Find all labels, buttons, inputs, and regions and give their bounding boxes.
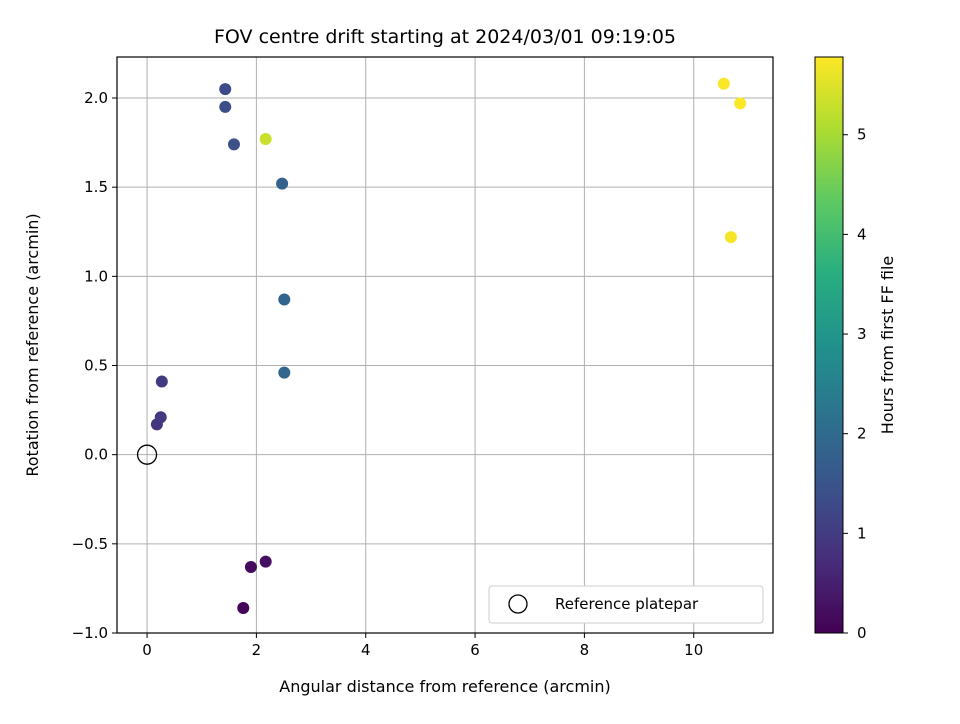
colorbar-label: Hours from first FF file: [878, 256, 897, 435]
data-point: [219, 100, 232, 113]
colorbar-ticks: 0 1 2 3 4 5: [843, 126, 867, 642]
x-tick-label: 2: [252, 641, 262, 659]
y-tick-label: 1.0: [84, 267, 108, 285]
reference-marker: [136, 444, 158, 465]
legend-reference-label: Reference platepar: [555, 595, 699, 613]
colorbar: 0 1 2 3 4 5 Hours from first FF file: [814, 56, 897, 642]
data-point: [259, 133, 272, 146]
y-tick-label: 0.0: [84, 446, 108, 464]
data-point: [259, 555, 272, 568]
colorbar-tick-label: 4: [857, 225, 867, 243]
x-tick-label: 6: [470, 641, 480, 659]
data-point: [278, 293, 291, 306]
y-tick-label: −1.0: [72, 624, 108, 642]
data-point: [237, 602, 250, 615]
colorbar-gradient: [814, 56, 844, 634]
data-point: [154, 411, 167, 424]
legend: Reference platepar: [488, 585, 764, 624]
data-point: [219, 83, 232, 96]
grid-lines: [117, 57, 773, 634]
x-tick-label: 0: [142, 641, 152, 659]
y-tick-label: 2.0: [84, 89, 108, 107]
y-tick-label: 0.5: [84, 357, 108, 375]
data-point: [244, 561, 257, 574]
legend-reference-marker: [508, 594, 528, 614]
data-point: [278, 366, 291, 379]
x-tick-label: 10: [684, 641, 703, 659]
reference-marker-group: [136, 444, 158, 465]
data-point: [734, 97, 747, 110]
data-point: [717, 77, 730, 90]
x-axis-label: Angular distance from reference (arcmin): [279, 677, 610, 696]
colorbar-tick-label: 5: [857, 126, 867, 144]
y-axis-label: Rotation from reference (arcmin): [23, 213, 42, 476]
data-points: [150, 77, 747, 615]
colorbar-tick-label: 2: [857, 425, 867, 443]
y-tick-label: −0.5: [72, 535, 108, 553]
data-point: [155, 375, 168, 388]
colorbar-tick-label: 0: [857, 624, 867, 642]
y-tick-label: 1.5: [84, 178, 108, 196]
x-axis-ticks: 0 2 4 6 8 10: [142, 633, 703, 659]
data-point: [276, 177, 289, 190]
colorbar-tick-label: 3: [857, 325, 867, 343]
x-tick-label: 4: [361, 641, 371, 659]
chart-title: FOV centre drift starting at 2024/03/01 …: [214, 26, 676, 48]
plot-frame: [116, 56, 774, 634]
data-point: [227, 138, 240, 151]
colorbar-tick-label: 1: [857, 524, 867, 542]
x-tick-label: 8: [580, 641, 590, 659]
legend-box: [488, 585, 764, 624]
data-point: [724, 231, 737, 244]
y-axis-ticks: −1.0 −0.5 0.0 0.5 1.0 1.5 2.0: [72, 89, 117, 642]
